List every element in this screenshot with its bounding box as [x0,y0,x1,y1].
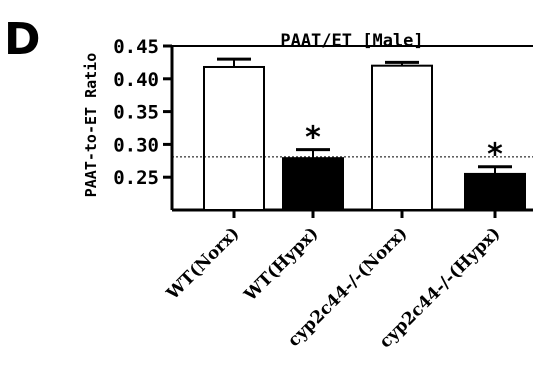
y-tick-label: 0.25 [113,167,159,189]
error-bars [217,57,512,174]
y-axis-ticks: 0.25 0.30 0.35 0.40 0.45 [113,36,172,189]
significance-markers: * * [305,121,503,173]
bar-4 [464,172,526,211]
bars [203,64,526,212]
significance-asterisk: * [305,121,321,156]
chart-title: PAAT/ET [Male] [280,31,423,51]
y-tick-label: 0.40 [113,69,159,91]
x-category-label: WT(Norx) [162,223,243,304]
x-category-label: WT(Hypx) [240,223,323,306]
bar-3 [371,64,433,212]
y-tick-label: 0.35 [113,102,159,124]
y-tick-label: 0.45 [113,36,159,58]
bar-2 [282,157,344,211]
x-axis-category-labels: WT(Norx)WT(Hypx)cyp2c44-/-(Norx)cyp2c44-… [162,210,505,352]
y-tick-label: 0.30 [113,134,159,156]
panel-label: D [4,14,41,65]
bar-1 [203,65,265,211]
y-axis-label: PAAT-to-ET Ratio [82,53,100,198]
significance-asterisk: * [487,138,503,173]
